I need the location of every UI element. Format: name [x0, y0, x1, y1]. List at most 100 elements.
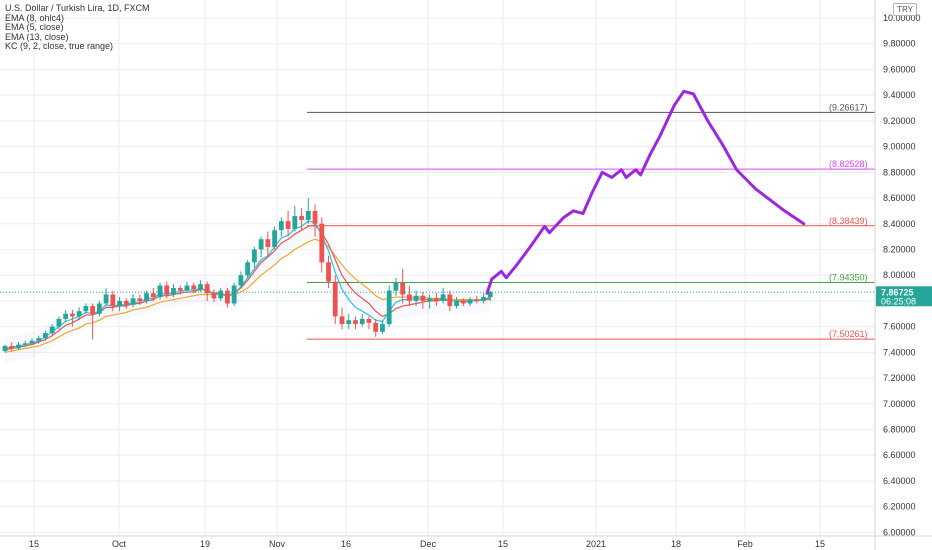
candle-body — [427, 298, 433, 301]
candle-body — [366, 318, 372, 323]
x-tick-label: 15 — [498, 539, 508, 549]
candle-body — [285, 221, 291, 229]
level-label: (8.82528) — [829, 159, 868, 169]
candle-body — [278, 221, 284, 231]
candle-body — [171, 288, 176, 295]
candle-body — [460, 300, 466, 304]
countdown-label: 06:25:08 — [881, 296, 916, 306]
candle-body — [467, 299, 473, 304]
candle-body — [49, 326, 55, 334]
legend-kc[interactable]: KC (9, 2, close, true range) — [5, 41, 114, 51]
y-tick-label: 6.60000 — [883, 450, 916, 460]
x-tick-label: 2021 — [586, 539, 606, 549]
y-tick-label: 9.00000 — [883, 142, 916, 152]
y-tick-label: 6.80000 — [883, 425, 916, 435]
candle-body — [433, 298, 439, 301]
projection-path — [485, 89, 806, 295]
candle-body — [292, 216, 298, 229]
candle-body — [400, 282, 406, 295]
x-tick-label: Feb — [737, 539, 753, 549]
grid — [0, 0, 875, 536]
y-tick-label: 8.60000 — [883, 193, 916, 203]
y-tick-label: 7.60000 — [883, 322, 916, 332]
candle-body — [184, 285, 190, 291]
candle-body — [380, 324, 385, 332]
y-tick-label: 8.80000 — [883, 167, 916, 177]
currency-badge[interactable]: TRY — [893, 3, 917, 16]
candle-body — [265, 239, 271, 247]
legend: U.S. Dollar / Turkish Lira, 1D, FXCM EMA… — [5, 3, 150, 52]
candle-body — [413, 295, 419, 301]
candle-body — [137, 298, 143, 301]
y-tick-label: 8.40000 — [883, 219, 916, 229]
candle-body — [440, 294, 446, 301]
candle-body — [9, 345, 15, 349]
legend-ema8[interactable]: EMA (8, ohlc4) — [5, 12, 65, 23]
candle-body — [326, 262, 331, 282]
candle-body — [258, 239, 264, 250]
fibonacci-levels: (9.26617) (8.82528) (8.38439) (7.94350) (7.5… — [307, 102, 875, 340]
candle-body — [76, 311, 82, 317]
candle-body — [164, 285, 170, 295]
level-label: (9.26617) — [829, 102, 868, 112]
y-tick-label: 7.40000 — [883, 347, 916, 357]
x-tick-label: 19 — [200, 539, 210, 549]
legend-ema5[interactable]: EMA (5, close) — [5, 22, 64, 32]
candle-body — [157, 285, 163, 298]
x-tick-label: 15 — [29, 539, 39, 549]
candle-body — [481, 297, 486, 301]
y-tick-label: 6.40000 — [883, 476, 916, 486]
candle-body — [393, 282, 399, 291]
last-price-label: 7.86725 — [881, 287, 914, 297]
last-price-badge — [876, 286, 932, 307]
projection-drawing — [485, 89, 806, 295]
candle-body — [117, 300, 122, 307]
candlesticks — [2, 198, 493, 353]
x-tick-label: 15 — [815, 539, 825, 549]
candle-body — [420, 295, 426, 301]
candle-body — [251, 249, 257, 263]
candle-body — [339, 316, 345, 325]
candle-body — [83, 306, 89, 312]
level-label: (8.38439) — [829, 216, 868, 226]
candle-body — [487, 291, 493, 298]
candle-body — [299, 216, 304, 220]
candle-body — [191, 285, 197, 290]
y-tick-label: 7.20000 — [883, 373, 916, 383]
candle-body — [29, 340, 35, 344]
x-tick-label: 16 — [341, 539, 351, 549]
x-tick-label: Oct — [112, 539, 127, 549]
candle-body — [386, 290, 392, 325]
candle-body — [359, 318, 365, 325]
candle-body — [231, 285, 237, 304]
candle-body — [245, 262, 251, 276]
candle-body — [70, 313, 75, 317]
candle-body — [312, 210, 318, 224]
candle-body — [150, 293, 156, 298]
candle-body — [346, 320, 352, 325]
candle-body — [43, 333, 48, 339]
legend-ema13[interactable]: EMA (13, close) — [5, 31, 69, 42]
legend-symbol[interactable]: U.S. Dollar / Turkish Lira, 1D, FXCM — [5, 3, 150, 13]
candle-body — [474, 299, 480, 301]
candle-body — [305, 210, 311, 220]
candle-body — [110, 294, 116, 307]
x-tick-label: 18 — [671, 539, 681, 549]
candle-body — [96, 303, 102, 314]
candle-body — [198, 284, 203, 290]
candle-body — [407, 294, 412, 301]
y-tick-label: 9.20000 — [883, 116, 916, 126]
candle-body — [353, 320, 358, 325]
y-tick-label: 9.80000 — [883, 39, 916, 49]
candle-body — [447, 294, 453, 307]
level-label: (7.50261) — [829, 329, 868, 339]
candle-body — [454, 300, 459, 307]
x-tick-label: Dec — [420, 539, 437, 549]
candle-body — [218, 290, 224, 299]
candle-body — [204, 284, 210, 294]
candle-body — [144, 293, 149, 301]
candle-body — [103, 294, 109, 304]
candle-body — [272, 230, 277, 247]
y-tick-label: 9.40000 — [883, 90, 916, 100]
